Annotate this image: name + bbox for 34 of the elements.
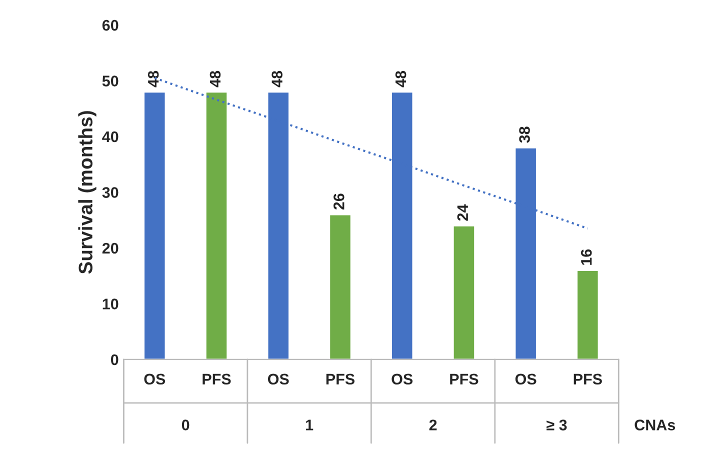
x-tick-label: OS (268, 374, 289, 385)
data-label: 48 (210, 70, 221, 88)
data-label: 16 (580, 249, 592, 265)
x-tick-label: PFS (326, 374, 355, 385)
x-tick-label: OS (515, 374, 536, 385)
bar (143, 91, 166, 360)
text: ≥ 3 (546, 420, 567, 430)
y-tick-label: 50 (102, 76, 118, 86)
y-tick-label: 10 (102, 298, 118, 310)
x-tick-label: PFS (574, 374, 602, 385)
y-tick-label: 0 (110, 354, 118, 366)
x-tick-label: OS (392, 374, 413, 385)
text: CNAs (634, 420, 676, 430)
text: 1 (306, 420, 314, 430)
bar (452, 224, 476, 360)
x-tick-label: OS (144, 374, 166, 385)
data-label: 26 (334, 194, 344, 210)
bar (205, 91, 228, 360)
x-tick-label: PFS (202, 374, 231, 385)
data-label: 48 (395, 70, 406, 88)
y-tick-label: 20 (102, 242, 118, 254)
data-label: 48 (272, 70, 282, 88)
bar (576, 270, 600, 360)
bar (328, 214, 352, 360)
data-label: 24 (457, 204, 468, 221)
x-tick-label: PFS (450, 374, 478, 385)
y-tick-label: 30 (102, 187, 118, 198)
text: 2 (429, 420, 437, 430)
y-tick-label: 40 (102, 131, 118, 142)
y-axis-title: Survival (months) (78, 111, 96, 274)
y-tick-label: 60 (102, 20, 118, 31)
data-label: 38 (519, 126, 530, 143)
data-label: 48 (148, 70, 159, 88)
text: 0 (182, 420, 190, 430)
